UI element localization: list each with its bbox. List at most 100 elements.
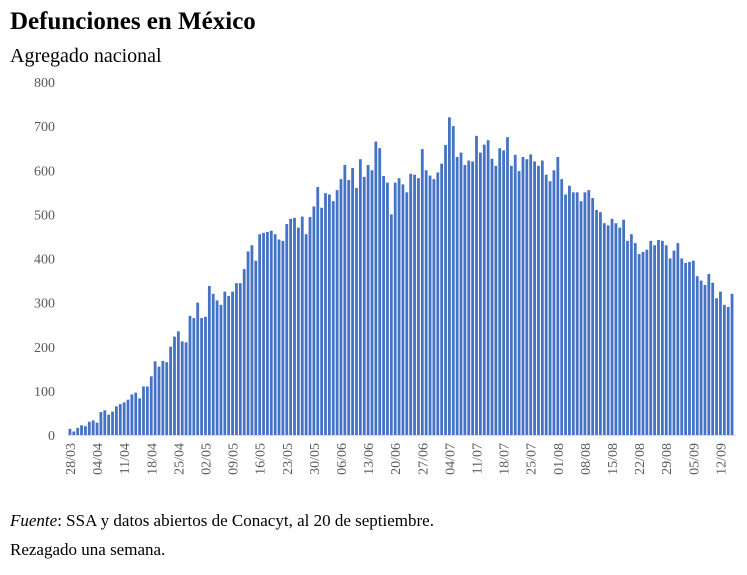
bar [196,302,200,436]
bar [269,230,273,435]
bar [165,362,169,435]
bar [513,154,517,435]
bar [99,412,103,435]
bar [262,232,265,435]
bar [599,212,602,435]
bar [668,258,672,435]
bar [134,392,138,435]
bar [188,315,192,435]
bar [184,342,188,435]
bar [277,239,281,435]
bar [389,214,393,436]
bar [657,239,660,435]
x-tick-label: 20/06 [389,443,404,475]
bar [730,293,734,435]
bar [502,150,506,435]
bar [320,207,324,435]
bar [204,316,207,435]
bar [715,298,718,435]
bar [688,262,691,435]
bar [327,194,331,435]
bar [471,161,475,435]
y-tick-label: 500 [34,208,55,223]
bar [84,426,87,435]
x-tick-label: 28/03 [64,443,79,475]
bar [351,168,354,436]
bar [242,269,246,435]
bar [587,190,591,435]
bar [525,159,529,435]
bar [556,157,560,435]
bar [630,234,633,435]
bar [475,135,478,435]
bar [498,148,502,435]
bar [207,285,211,435]
x-tick-label: 05/09 [687,443,702,475]
bar [428,175,432,436]
bar [285,224,289,435]
bar [339,179,343,435]
x-tick-label: 04/07 [443,443,458,475]
bar [420,149,424,435]
bar [699,280,703,435]
bar [324,193,327,435]
bar [300,216,304,435]
bar [424,170,428,435]
bar [180,341,184,435]
bar [297,227,300,435]
bar [87,421,91,435]
bar [517,171,521,435]
bar [614,223,618,435]
y-tick-label: 100 [34,385,55,400]
bar [703,284,707,435]
y-tick-label: 400 [34,253,55,268]
x-tick-label: 11/04 [118,443,133,474]
y-tick-label: 600 [34,164,55,179]
source-label: Fuente [10,511,58,530]
bar [641,251,645,435]
y-axis: 0 100 200 300 400 500 600 700 800 [34,76,55,444]
x-tick-label: 18/07 [498,443,513,475]
bar [509,165,513,435]
bar [448,117,451,436]
bar [719,291,722,435]
y-tick-label: 800 [34,76,55,91]
bar [722,304,726,435]
x-tick-label: 25/07 [525,443,540,475]
bar [564,194,567,435]
bar [161,360,165,435]
bar [506,137,509,435]
bar [316,187,320,435]
x-tick-label: 18/04 [145,443,160,475]
bar [486,140,490,435]
bar [118,404,122,435]
bar [463,164,467,435]
bar [707,273,711,435]
y-tick-label: 700 [34,120,55,135]
bar [417,178,420,435]
bar [173,336,176,435]
source-text: : SSA y datos abiertos de Conacyt, al 20… [57,511,434,530]
bar [281,240,285,435]
bar [192,318,196,435]
x-tick-label: 15/08 [606,443,621,475]
bar [200,318,203,435]
bar [711,282,715,435]
bar [451,126,455,436]
bar [602,223,606,435]
bar [494,165,498,435]
bar [176,331,180,435]
bar [238,283,242,435]
bar [405,192,409,435]
bar [235,283,238,435]
bar [91,420,95,435]
bar [219,304,223,435]
bar [145,386,149,435]
bar [95,422,99,435]
bar [115,406,118,435]
y-tick-label: 200 [34,341,55,356]
source-note: Fuente: SSA y datos abiertos de Conacyt,… [10,511,434,531]
bar [130,394,134,435]
x-tick-label: 08/08 [579,443,594,475]
bar [726,307,730,435]
